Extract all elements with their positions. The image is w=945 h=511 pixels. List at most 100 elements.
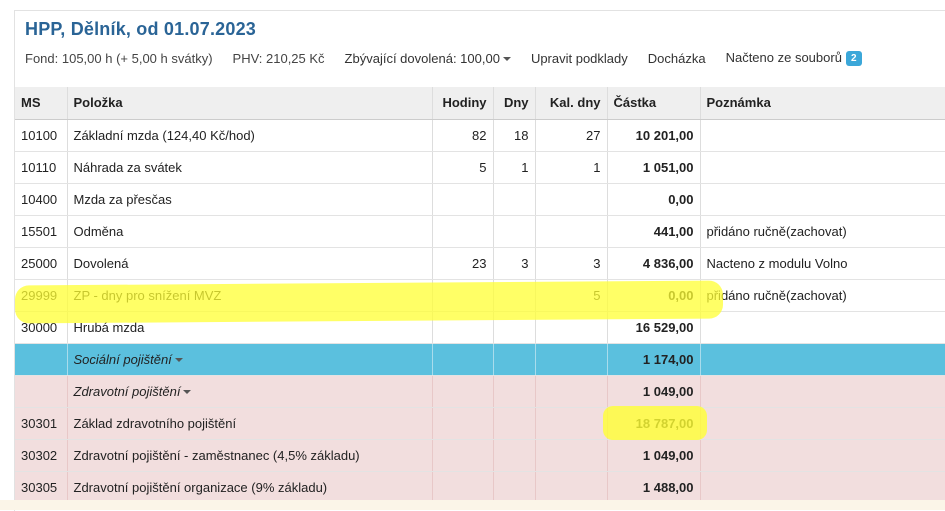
- cell-item: Základní mzda (124,40 Kč/hod): [67, 119, 433, 152]
- cell-note: [700, 311, 945, 344]
- info-bar: Fond: 105,00 h (+ 5,00 h svátky) PHV: 21…: [25, 48, 882, 68]
- cell-amount: 10 201,00: [607, 119, 701, 152]
- col-header-amount[interactable]: Částka: [607, 87, 701, 120]
- cell-note: [700, 119, 945, 152]
- cell-cal-days: 1: [535, 151, 608, 184]
- cell-item: Zdravotní pojištění organizace (9% zákla…: [67, 471, 433, 504]
- health-insurance-dropdown[interactable]: Zdravotní pojištění: [74, 384, 192, 399]
- caret-down-icon: [174, 358, 183, 363]
- col-header-item[interactable]: Položka: [67, 87, 433, 120]
- cell-item: Dovolená: [67, 247, 433, 280]
- table-row[interactable]: 10110 Náhrada za svátek 5 1 1 1 051,00: [15, 151, 945, 184]
- cell-note: [700, 343, 945, 376]
- cell-hours: 23: [432, 247, 494, 280]
- col-header-hours[interactable]: Hodiny: [432, 87, 494, 120]
- caret-down-icon: [502, 57, 511, 62]
- cell-days: [493, 343, 536, 376]
- cell-days: [493, 279, 536, 312]
- cell-cal-days: [535, 343, 608, 376]
- table-row[interactable]: 10400 Mzda za přesčas 0,00: [15, 183, 945, 216]
- cell-ms: 30302: [15, 439, 68, 472]
- cell-cal-days: 5: [535, 279, 608, 312]
- cell-days: [493, 471, 536, 504]
- cell-ms: 29999: [15, 279, 68, 312]
- cell-amount: 1 488,00: [607, 471, 701, 504]
- cell-ms: 10400: [15, 183, 68, 216]
- bottom-strip: [0, 500, 945, 510]
- cell-item: ZP - dny pro snížení MVZ: [67, 279, 433, 312]
- cell-cal-days: [535, 471, 608, 504]
- cell-hours: [432, 311, 494, 344]
- cell-ms: [15, 343, 68, 376]
- cell-hours: [432, 439, 494, 472]
- cell-cal-days: [535, 439, 608, 472]
- cell-hours: [432, 183, 494, 216]
- cell-note: [700, 183, 945, 216]
- cell-cal-days: [535, 407, 608, 440]
- cell-note: Nacteno z modulu Volno: [700, 247, 945, 280]
- cell-days: [493, 215, 536, 248]
- cell-amount: 1 174,00: [607, 343, 701, 376]
- cell-amount: 1 049,00: [607, 375, 701, 408]
- cell-cal-days: [535, 183, 608, 216]
- cell-item: Základ zdravotního pojištění: [67, 407, 433, 440]
- table-row[interactable]: 29999 ZP - dny pro snížení MVZ 5 0,00 př…: [15, 279, 945, 312]
- col-header-days[interactable]: Dny: [493, 87, 536, 120]
- table-row[interactable]: 25000 Dovolená 23 3 3 4 836,00 Nacteno z…: [15, 247, 945, 280]
- cell-hours: [432, 343, 494, 376]
- table-row[interactable]: 30305 Zdravotní pojištění organizace (9%…: [15, 471, 945, 504]
- edit-data-link[interactable]: Upravit podklady: [530, 50, 628, 66]
- col-header-note[interactable]: Poznámka: [700, 87, 945, 120]
- cell-ms: 25000: [15, 247, 68, 280]
- cell-ms: 30305: [15, 471, 68, 504]
- cell-hours: 5: [432, 151, 494, 184]
- cell-item: Mzda za přesčas: [67, 183, 433, 216]
- table-row[interactable]: 30301 Základ zdravotního pojištění 18 78…: [15, 407, 945, 440]
- loaded-files-link[interactable]: Načteno ze souborů 2: [726, 50, 862, 67]
- cell-days: 18: [493, 119, 536, 152]
- cell-amount: 18 787,00: [607, 407, 701, 440]
- col-header-ms[interactable]: MS: [15, 87, 68, 120]
- cell-note: přidáno ručně(zachovat): [700, 215, 945, 248]
- cell-ms: 10100: [15, 119, 68, 152]
- cell-item: Zdravotní pojištění - zaměstnanec (4,5% …: [67, 439, 433, 472]
- cell-note: [700, 439, 945, 472]
- social-insurance-label: Sociální pojištění: [73, 351, 172, 367]
- cell-days: [493, 407, 536, 440]
- cell-amount: 1 051,00: [607, 151, 701, 184]
- cell-days: [493, 183, 536, 216]
- cell-hours: [432, 279, 494, 312]
- social-insurance-dropdown[interactable]: Sociální pojištění: [74, 352, 183, 367]
- cell-ms: 15501: [15, 215, 68, 248]
- cell-note: [700, 151, 945, 184]
- cell-amount: 0,00: [607, 279, 701, 312]
- fond-info: Fond: 105,00 h (+ 5,00 h svátky): [25, 50, 213, 66]
- cell-days: [493, 311, 536, 344]
- table-header-row: MS Položka Hodiny Dny Kal. dny Částka Po…: [15, 87, 945, 120]
- vacation-dropdown[interactable]: Zbývající dovolená: 100,00: [345, 51, 511, 66]
- cell-hours: [432, 215, 494, 248]
- section-row-social[interactable]: Sociální pojištění 1 174,00: [15, 343, 945, 376]
- cell-ms: 10110: [15, 151, 68, 184]
- table-row[interactable]: 30000 Hrubá mzda 16 529,00: [15, 311, 945, 344]
- table-row[interactable]: 30302 Zdravotní pojištění - zaměstnanec …: [15, 439, 945, 472]
- cell-note: přidáno ručně(zachovat): [700, 279, 945, 312]
- table-row[interactable]: 10100 Základní mzda (124,40 Kč/hod) 82 1…: [15, 119, 945, 152]
- section-row-health[interactable]: Zdravotní pojištění 1 049,00: [15, 375, 945, 408]
- payroll-panel: HPP, Dělník, od 01.07.2023 Fond: 105,00 …: [14, 10, 945, 511]
- col-header-cal-days[interactable]: Kal. dny: [535, 87, 608, 120]
- cell-hours: [432, 407, 494, 440]
- vacation-label: Zbývající dovolená: 100,00: [344, 50, 500, 66]
- cell-item: Sociální pojištění: [67, 343, 433, 376]
- cell-amount: 4 836,00: [607, 247, 701, 280]
- cell-days: [493, 439, 536, 472]
- loaded-count-badge: 2: [845, 51, 862, 67]
- cell-item: Odměna: [67, 215, 433, 248]
- cell-amount: 1 049,00: [607, 439, 701, 472]
- attendance-link[interactable]: Docházka: [647, 50, 706, 66]
- cell-amount: 0,00: [607, 183, 701, 216]
- table-row[interactable]: 15501 Odměna 441,00 přidáno ručně(zachov…: [15, 215, 945, 248]
- cell-cal-days: [535, 375, 608, 408]
- cell-item: Zdravotní pojištění: [67, 375, 433, 408]
- cell-cal-days: 3: [535, 247, 608, 280]
